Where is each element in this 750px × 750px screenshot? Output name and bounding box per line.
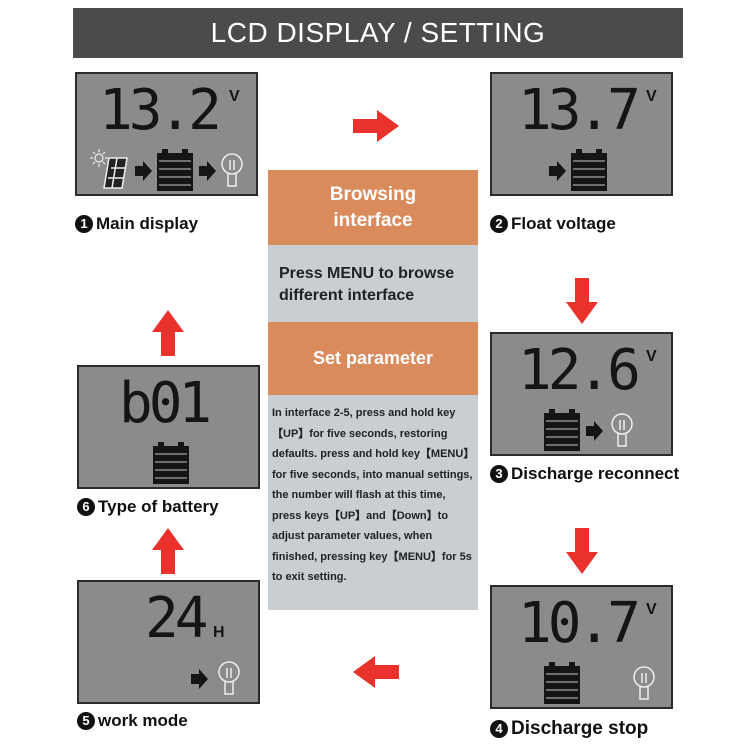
label-text: Type of battery	[98, 497, 219, 516]
label-text: Float voltage	[511, 214, 616, 233]
arrow-icon	[549, 161, 566, 181]
panel-label-1: 1 Main display	[75, 214, 198, 234]
battery-icon	[544, 662, 580, 704]
panel-label-3: 3 Discharge reconnect	[490, 464, 679, 484]
lcd-value: b01	[119, 371, 212, 436]
panel-label-4: 4 Discharge stop	[490, 718, 648, 740]
arrow-icon	[191, 669, 208, 689]
label-text: Discharge stop	[511, 718, 649, 739]
page-title: LCD DISPLAY / SETTING	[73, 8, 683, 58]
bulb-icon	[221, 153, 243, 187]
browsing-interface-header: Browsing interface	[268, 170, 478, 245]
step-number: 4	[490, 720, 508, 738]
panel-label-2: 2 Float voltage	[490, 214, 616, 234]
battery-icon	[571, 149, 607, 191]
work-mode-icons	[191, 661, 240, 695]
bulb-icon	[611, 413, 633, 447]
charging-flow-icons	[90, 149, 243, 191]
battery-icon	[544, 409, 580, 451]
panel-label-5: 5 work mode	[77, 711, 188, 731]
arrow-icon	[135, 161, 152, 181]
step-number: 3	[490, 465, 508, 483]
lcd-value: 13.2	[99, 78, 222, 143]
panel-label-6: 6 Type of battery	[77, 497, 219, 517]
arrow-icon	[199, 161, 216, 181]
arrow-left-icon	[353, 656, 399, 688]
arrow-right-icon	[353, 110, 399, 142]
lcd-work-mode: 24 H	[77, 580, 260, 704]
lcd-value: 24	[145, 586, 208, 651]
set-parameter-header: Set parameter	[268, 322, 478, 395]
step-number: 5	[77, 712, 95, 730]
lcd-main-display: 13.2 V	[75, 72, 258, 196]
lcd-value: 13.7	[518, 78, 641, 143]
lcd-discharge-stop: 10.7 V	[490, 585, 673, 709]
solar-panel-icon	[103, 157, 128, 189]
lcd-unit: V	[646, 601, 657, 618]
bulb-icon	[633, 666, 655, 700]
lcd-discharge-reconnect: 12.6 V	[490, 332, 673, 456]
bulb-icon	[218, 661, 240, 695]
lcd-unit: V	[646, 88, 657, 105]
label-text: work mode	[98, 711, 188, 730]
lcd-unit: V	[646, 348, 657, 365]
step-number: 2	[490, 215, 508, 233]
arrow-down-icon	[566, 528, 598, 574]
label-text: Main display	[96, 214, 199, 233]
battery-icon	[157, 149, 193, 191]
stop-icons	[544, 662, 655, 704]
step-number: 6	[77, 498, 95, 516]
lcd-unit: V	[229, 88, 240, 105]
lcd-float-voltage: 13.7 V	[490, 72, 673, 196]
lcd-value: 10.7	[518, 591, 641, 656]
reconnect-icons	[544, 409, 633, 451]
browsing-interface-text: Press MENU to browse different interface	[268, 245, 478, 322]
arrow-icon	[586, 421, 603, 441]
arrow-up-icon	[152, 310, 184, 356]
set-parameter-text: In interface 2-5, press and hold key【UP】…	[268, 395, 478, 610]
arrow-up-icon	[152, 528, 184, 574]
sun-icon	[90, 149, 108, 167]
lcd-unit: H	[213, 624, 225, 641]
label-text: Discharge reconnect	[511, 464, 680, 483]
arrow-down-icon	[566, 278, 598, 324]
lcd-value: 12.6	[518, 338, 641, 403]
float-icons	[549, 149, 607, 191]
step-number: 1	[75, 215, 93, 233]
battery-icon	[153, 442, 189, 484]
lcd-battery-type: b01	[77, 365, 260, 489]
